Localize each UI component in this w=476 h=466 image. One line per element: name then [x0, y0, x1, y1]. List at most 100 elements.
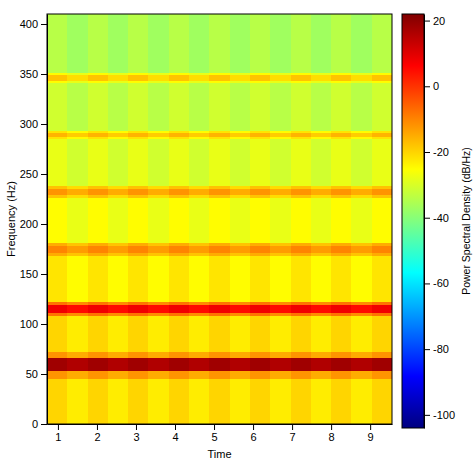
cell	[331, 81, 351, 83]
cell	[372, 352, 392, 358]
cell	[291, 243, 311, 246]
cell	[189, 198, 209, 243]
cell	[331, 256, 351, 302]
cell	[148, 186, 168, 189]
cell	[351, 195, 371, 198]
cell	[291, 305, 311, 313]
chart: 123456789050100150200250300350400TimeFre…	[0, 0, 476, 466]
cell	[128, 186, 148, 189]
tick-label: -40	[433, 212, 449, 224]
cell	[47, 139, 67, 186]
tick-label: 400	[20, 18, 38, 30]
axis-line	[48, 424, 393, 425]
cell	[128, 313, 148, 316]
cell	[351, 379, 371, 424]
cell	[88, 195, 108, 198]
colorbar-title: Power Spectral Density (dB/Hz)	[460, 147, 472, 295]
axis-line	[424, 15, 425, 429]
cell	[47, 131, 67, 133]
cell	[331, 316, 351, 352]
cell	[189, 189, 209, 195]
cell	[230, 246, 250, 253]
cell	[291, 313, 311, 316]
cell	[250, 316, 270, 352]
tick: 1	[55, 424, 61, 443]
tick-label: -20	[433, 146, 449, 158]
tick-mark	[41, 74, 47, 75]
axis-line	[47, 15, 48, 425]
cell	[311, 246, 331, 253]
cell	[372, 195, 392, 198]
cell	[230, 137, 250, 139]
tick-mark	[370, 424, 371, 430]
cell	[88, 253, 108, 256]
cell	[189, 75, 209, 81]
tick: 350	[20, 68, 47, 80]
cell	[108, 14, 128, 73]
cell	[331, 253, 351, 256]
cell	[270, 256, 290, 302]
cell	[351, 246, 371, 253]
cell	[351, 316, 371, 352]
cell	[331, 352, 351, 358]
cell	[47, 73, 67, 75]
cell	[311, 73, 331, 75]
cell	[47, 14, 67, 73]
cell	[47, 316, 67, 352]
cell	[108, 83, 128, 131]
cell	[189, 14, 209, 73]
cell	[67, 256, 87, 302]
cell	[291, 186, 311, 189]
cell	[351, 186, 371, 189]
cell	[311, 352, 331, 358]
cell	[270, 73, 290, 75]
tick: -100	[424, 409, 455, 421]
cell	[250, 253, 270, 256]
cell	[148, 75, 168, 81]
cell	[47, 198, 67, 243]
cell	[47, 305, 67, 313]
cell	[331, 195, 351, 198]
cell	[331, 137, 351, 139]
cell	[351, 131, 371, 133]
cell	[47, 189, 67, 195]
cell	[169, 139, 189, 186]
tick-label: 9	[368, 431, 374, 443]
tick-label: 1	[55, 431, 61, 443]
cell	[372, 73, 392, 75]
cell	[209, 139, 229, 186]
cell	[108, 81, 128, 83]
cell	[270, 133, 290, 137]
cell	[189, 243, 209, 246]
cell	[230, 358, 250, 371]
cell	[88, 14, 108, 73]
cell	[148, 256, 168, 302]
cell	[47, 371, 67, 379]
cell	[148, 313, 168, 316]
cell	[209, 198, 229, 243]
cell	[67, 253, 87, 256]
tick-label: -60	[433, 277, 449, 289]
cell	[270, 305, 290, 313]
cell	[47, 186, 67, 189]
cell	[291, 371, 311, 379]
cell	[88, 302, 108, 305]
cell	[128, 305, 148, 313]
cell	[108, 305, 128, 313]
cell	[372, 83, 392, 131]
tick: -40	[424, 212, 449, 224]
tick: 5	[211, 424, 217, 443]
cell	[209, 83, 229, 131]
cell	[169, 302, 189, 305]
cell	[372, 186, 392, 189]
tick-label: 0	[32, 418, 38, 430]
tick-label: 2	[94, 431, 100, 443]
cell	[230, 198, 250, 243]
cell	[169, 316, 189, 352]
cell	[47, 137, 67, 139]
cell	[108, 137, 128, 139]
cell	[372, 305, 392, 313]
tick-label: 250	[20, 168, 38, 180]
cell	[331, 73, 351, 75]
tick-label: 8	[329, 431, 335, 443]
